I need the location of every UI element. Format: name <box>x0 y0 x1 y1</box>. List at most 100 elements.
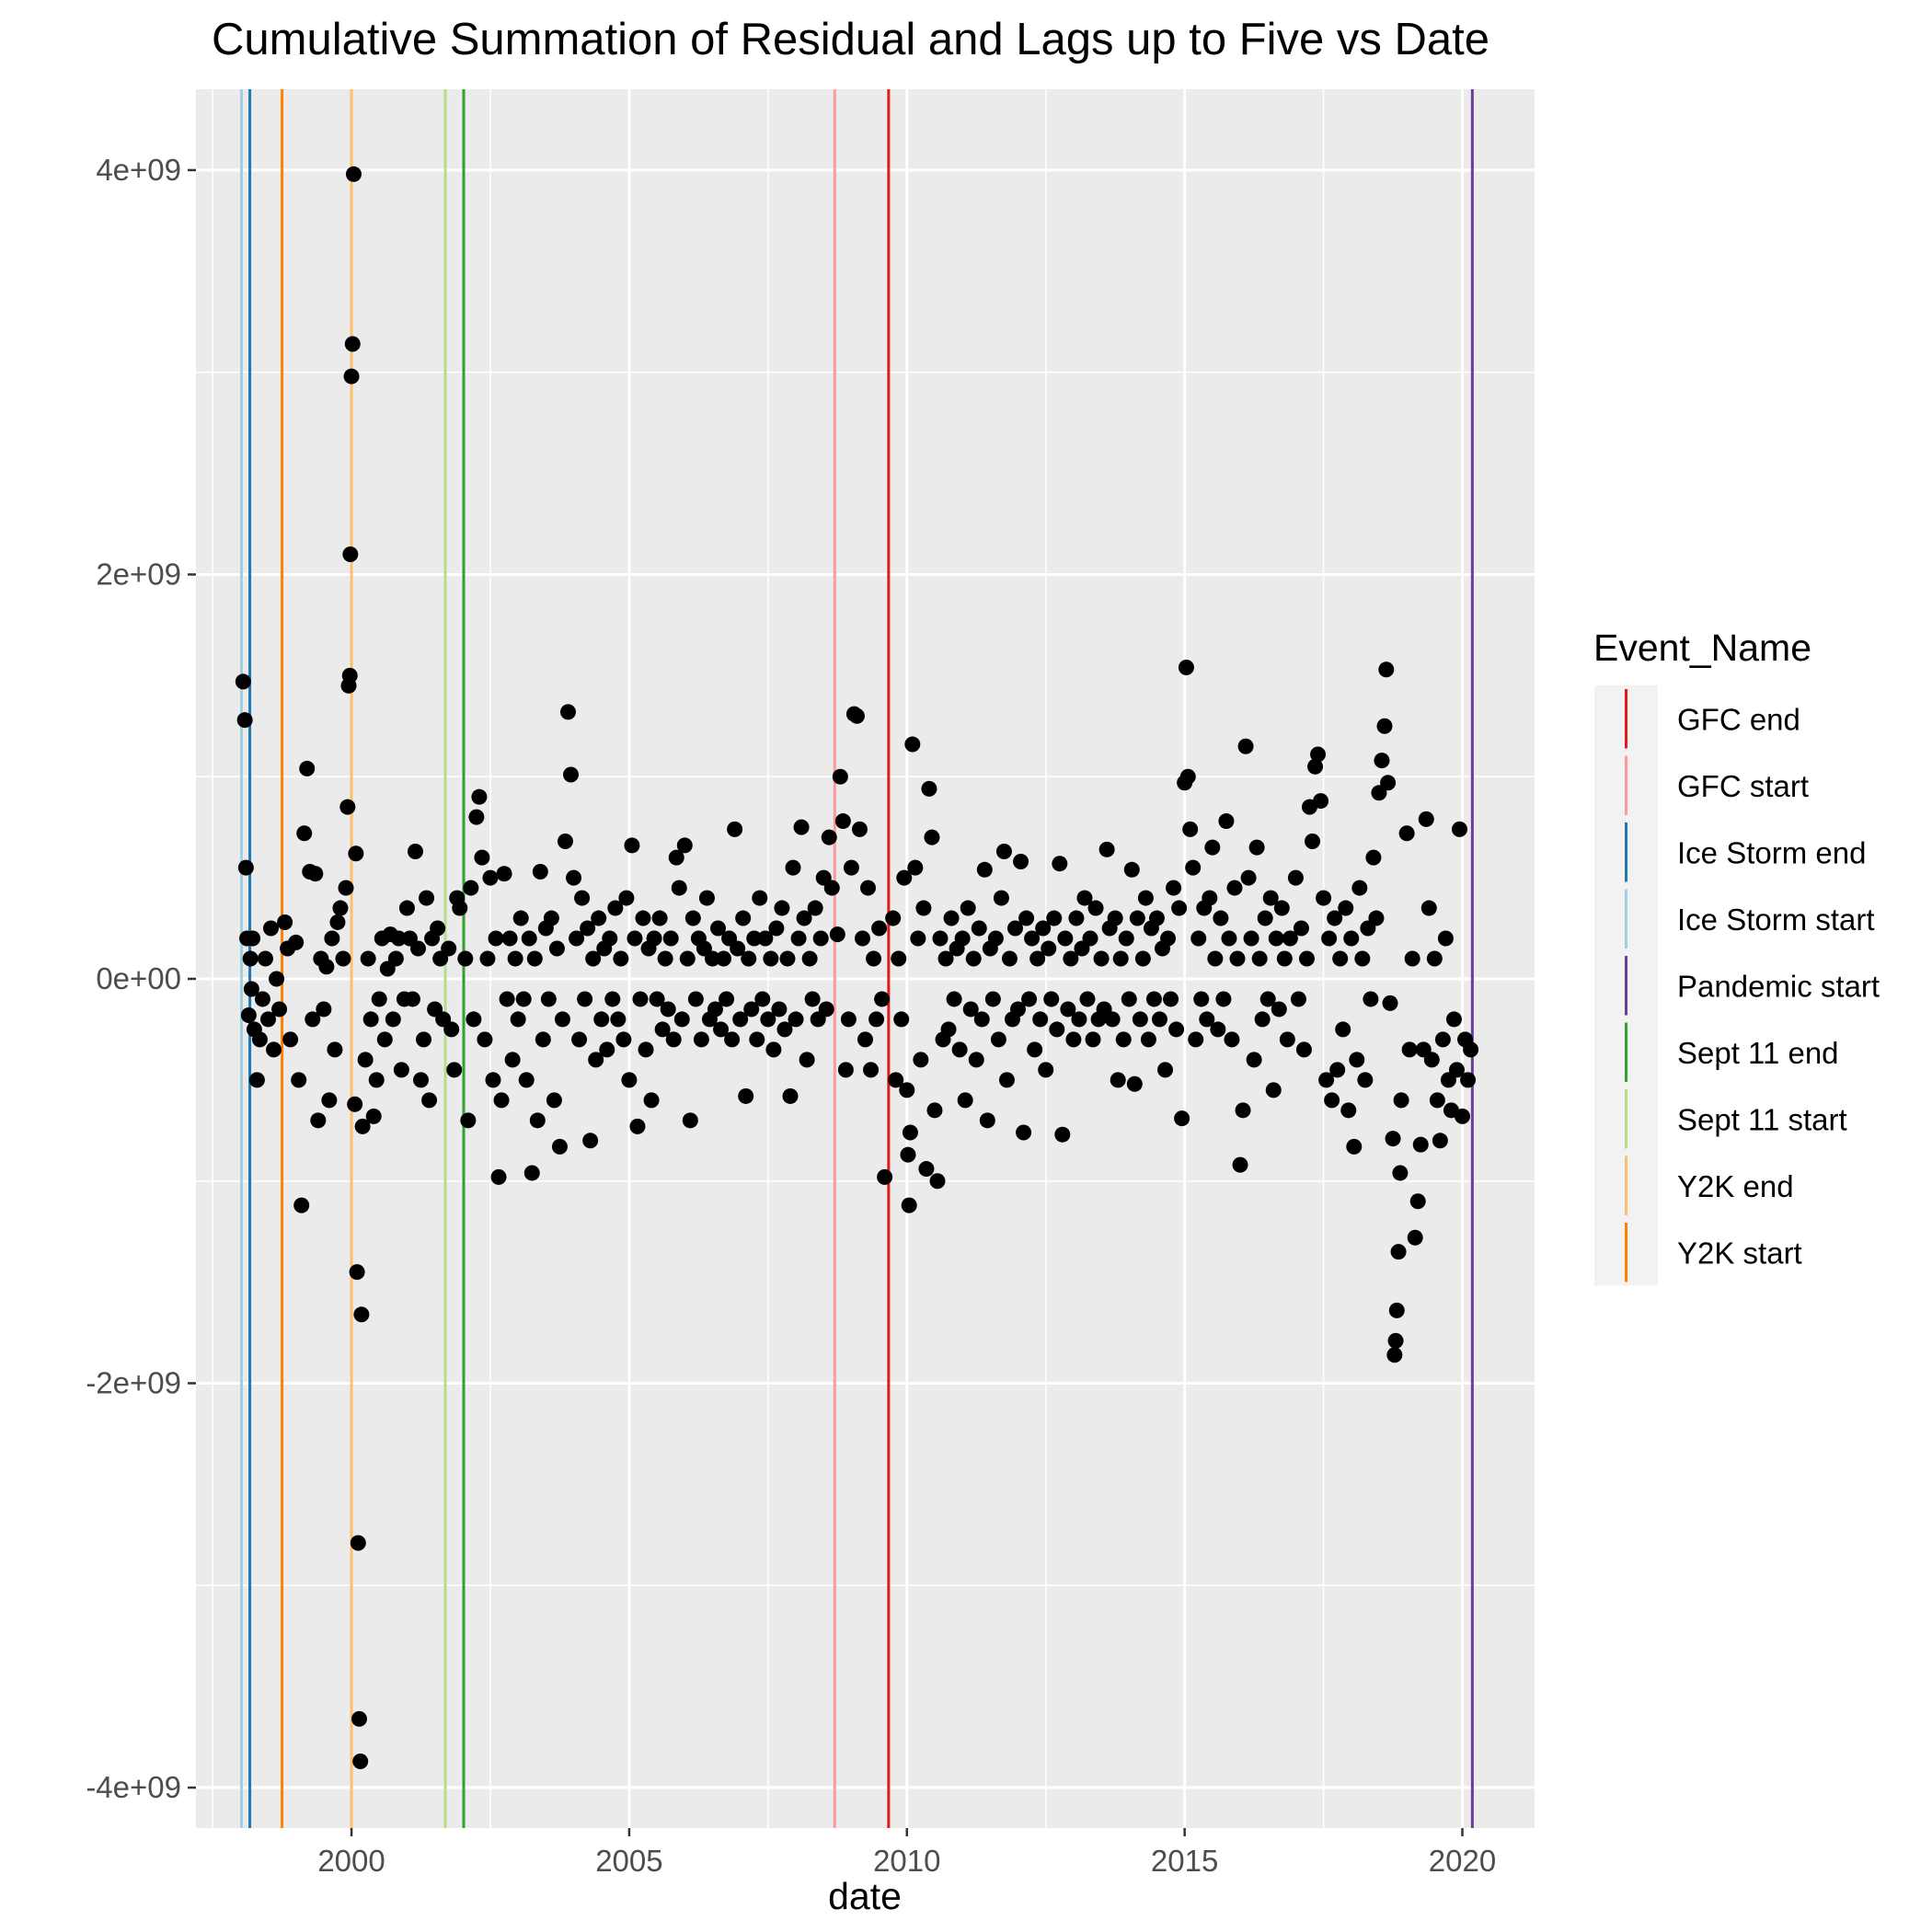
data-point <box>1224 1031 1240 1048</box>
data-point <box>971 920 987 937</box>
data-point <box>1298 950 1315 967</box>
data-point <box>515 991 532 1007</box>
data-point <box>646 930 662 947</box>
data-point <box>1001 950 1018 967</box>
data-point <box>1118 930 1134 947</box>
data-point <box>1132 1011 1148 1028</box>
x-axis-title: date <box>828 1875 902 1917</box>
data-point <box>521 930 537 947</box>
data-point <box>632 991 649 1007</box>
data-point <box>571 1031 588 1048</box>
data-point <box>834 813 851 830</box>
data-point <box>293 1197 310 1213</box>
data-point <box>1426 950 1443 967</box>
data-point <box>490 1168 507 1185</box>
data-point <box>713 1021 730 1038</box>
data-point <box>743 1001 760 1018</box>
data-point <box>1071 1011 1087 1028</box>
data-point <box>327 1041 343 1058</box>
data-point <box>387 950 404 967</box>
data-point <box>829 926 845 943</box>
data-point <box>316 1001 332 1018</box>
data-point <box>768 920 785 937</box>
data-point <box>710 920 727 937</box>
data-point <box>921 780 937 797</box>
data-point <box>940 1021 957 1038</box>
data-point <box>857 1031 873 1048</box>
data-point <box>282 1031 299 1048</box>
data-point <box>1357 1072 1374 1088</box>
x-tick-label: 2015 <box>1151 1844 1218 1878</box>
legend-title: Event_Name <box>1593 627 1811 669</box>
legend-label: Y2K end <box>1677 1169 1794 1203</box>
data-point <box>1213 910 1229 926</box>
data-point <box>951 1041 968 1058</box>
data-point <box>793 819 810 835</box>
data-point <box>291 1072 307 1088</box>
data-point <box>344 336 361 352</box>
data-point <box>532 864 548 880</box>
data-point <box>727 821 743 837</box>
data-point <box>299 760 316 776</box>
data-point <box>1423 1052 1440 1068</box>
data-point <box>749 1031 765 1048</box>
data-point <box>357 1052 374 1068</box>
data-point <box>354 1118 371 1134</box>
data-point <box>1068 910 1085 926</box>
data-point <box>468 809 485 825</box>
data-point <box>1392 1165 1409 1181</box>
data-point <box>1363 991 1379 1007</box>
data-point <box>1007 920 1024 937</box>
data-point <box>1079 991 1096 1007</box>
data-point <box>698 890 715 906</box>
data-point <box>754 991 771 1007</box>
data-point <box>1157 1062 1174 1078</box>
data-point <box>707 1001 723 1018</box>
data-point <box>924 829 940 845</box>
data-point <box>765 1041 782 1058</box>
data-point <box>863 1062 880 1078</box>
data-point <box>638 1041 654 1058</box>
data-point <box>1412 1136 1429 1153</box>
data-point <box>1054 1126 1071 1143</box>
data-point <box>512 910 529 926</box>
data-point <box>654 1021 671 1038</box>
data-point <box>779 950 796 967</box>
data-point <box>1112 950 1129 967</box>
data-point <box>684 910 701 926</box>
data-point <box>854 930 870 947</box>
data-point <box>407 844 423 860</box>
data-point <box>1460 1072 1477 1088</box>
data-point <box>349 1264 365 1281</box>
legend-label: Y2K start <box>1677 1236 1802 1270</box>
data-point <box>1393 1092 1409 1109</box>
data-point <box>1215 991 1232 1007</box>
data-point <box>1232 1156 1248 1173</box>
data-point <box>365 1108 382 1124</box>
data-point <box>1010 1001 1027 1018</box>
data-point <box>687 991 704 1007</box>
data-point <box>1107 910 1123 926</box>
data-point <box>1295 1041 1312 1058</box>
data-point <box>1307 758 1324 775</box>
data-point <box>877 1168 893 1185</box>
legend-label: Sept 11 end <box>1677 1036 1839 1070</box>
data-point <box>1329 1062 1346 1078</box>
data-point <box>474 849 490 866</box>
data-point <box>668 849 684 866</box>
data-point <box>943 910 960 926</box>
data-point <box>263 920 280 937</box>
legend: Event_Name GFC end GFC start Ice Storm end… <box>1593 627 1880 1286</box>
data-point <box>719 991 735 1007</box>
data-point <box>457 950 474 967</box>
data-point <box>350 1535 366 1551</box>
data-point <box>1251 950 1268 967</box>
data-point <box>479 950 496 967</box>
data-point <box>1160 930 1177 947</box>
data-point <box>277 914 293 930</box>
legend-label: GFC start <box>1677 769 1809 803</box>
data-point <box>1351 880 1368 896</box>
data-point <box>871 920 888 937</box>
data-point <box>1401 1041 1418 1058</box>
data-point <box>385 1011 401 1028</box>
